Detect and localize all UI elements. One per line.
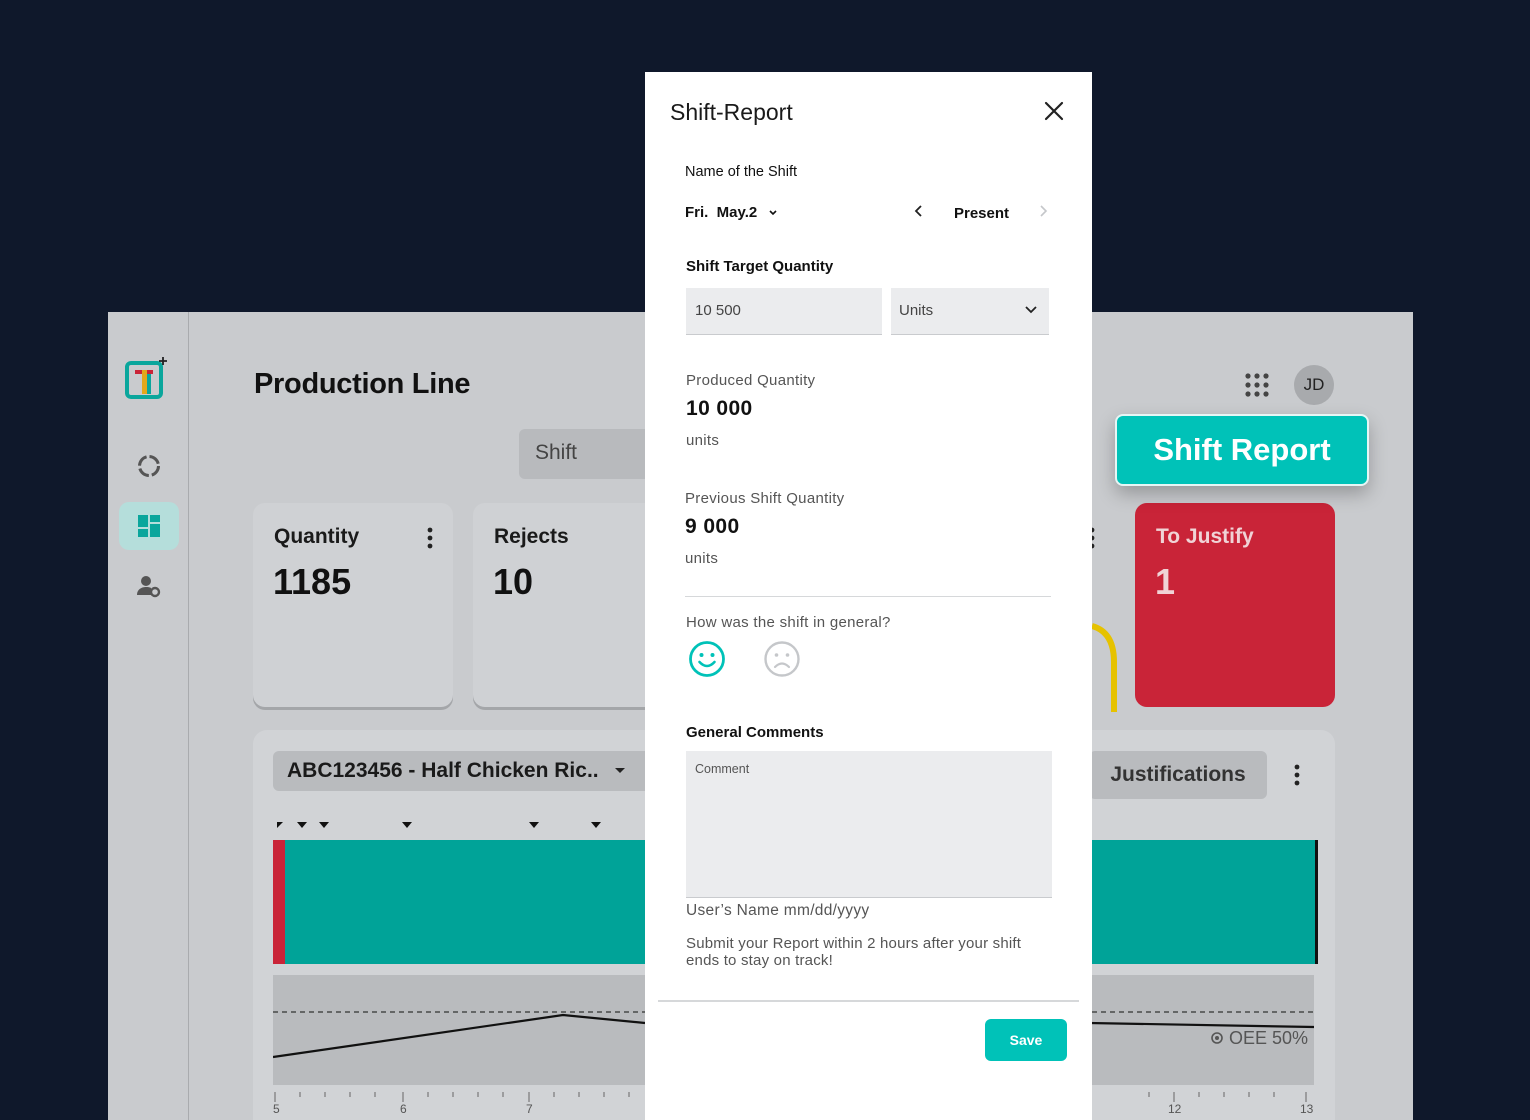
comment-textarea[interactable]: Comment <box>686 751 1052 898</box>
produced-value: 10 000 <box>686 397 753 420</box>
sidebar <box>108 312 189 1120</box>
time-axis-labels: 5 6 7 12 13 <box>273 1092 1314 1120</box>
shift-filter[interactable]: Shift <box>519 429 659 479</box>
chevron-left-icon[interactable] <box>913 203 925 219</box>
more-vert-icon[interactable] <box>425 527 435 549</box>
unit-select[interactable]: Units <box>891 288 1049 335</box>
period-label: Present <box>954 205 1010 222</box>
mood-question: How was the shift in general? <box>686 614 891 631</box>
product-select[interactable]: ABC123456 - Half Chicken Ric.. <box>273 751 653 791</box>
user-settings-icon[interactable] <box>119 562 179 610</box>
page-title: Production Line <box>254 368 471 400</box>
shift-name-label: Name of the Shift <box>685 164 798 180</box>
progress-ring-icon[interactable] <box>119 442 179 490</box>
unit-value: Units <box>899 302 934 319</box>
previous-value: 9 000 <box>685 515 740 538</box>
caret-down-icon <box>615 768 626 774</box>
card-value: 1 <box>1155 561 1176 602</box>
caret-down-icon <box>769 209 777 215</box>
date-value: Fri. May.2 <box>685 204 758 221</box>
time-axis <box>274 1092 1307 1102</box>
tick-label: 5 <box>273 1102 280 1116</box>
more-vert-icon[interactable] <box>1293 764 1301 786</box>
helper-text: Submit your Report within 2 hours after … <box>686 935 1022 969</box>
oee-label: OEE 50% <box>1210 1028 1308 1049</box>
signature-line: User’s Name mm/dd/yyyy <box>686 902 870 919</box>
chevron-right-icon[interactable] <box>1037 203 1049 219</box>
card-value: 1185 <box>273 561 352 602</box>
modal-title: Shift-Report <box>670 99 793 125</box>
close-icon[interactable] <box>1043 100 1065 122</box>
rejects-card[interactable]: Rejects 10 <box>473 503 673 707</box>
date-select[interactable]: Fri. May.2 <box>685 204 777 221</box>
apps-grid-icon[interactable] <box>1244 372 1270 398</box>
save-button[interactable]: Save <box>985 1019 1067 1061</box>
now-marker <box>1315 840 1318 964</box>
card-title: Rejects <box>494 525 569 548</box>
chevron-down-icon <box>1025 306 1037 314</box>
product-select-label: ABC123456 - Half Chicken Ric.. <box>287 759 599 782</box>
card-value: 10 <box>493 561 534 602</box>
dashboard-icon[interactable] <box>119 502 179 550</box>
previous-unit: units <box>685 550 719 567</box>
card-title: Quantity <box>274 525 360 548</box>
shift-report-button[interactable]: Shift Report <box>1115 414 1369 486</box>
tick-label: 7 <box>526 1102 533 1116</box>
shift-report-modal: Shift-Report Name of the Shift Fri. May.… <box>645 72 1092 1120</box>
stop-segment[interactable] <box>273 840 285 964</box>
target-quantity-input[interactable]: 10 500 <box>686 288 882 335</box>
footer-divider <box>658 1000 1079 1002</box>
happy-face-icon[interactable] <box>688 640 726 678</box>
produced-label: Produced Quantity <box>686 372 816 389</box>
target-icon <box>1211 1032 1223 1044</box>
app-logo[interactable] <box>125 356 169 400</box>
gauge-arc <box>1092 623 1117 712</box>
tick-label: 13 <box>1300 1102 1314 1116</box>
card-title: To Justify <box>1156 525 1254 548</box>
produced-unit: units <box>686 432 720 449</box>
justifications-button[interactable]: Justifications <box>1089 751 1267 799</box>
quantity-card[interactable]: Quantity 1185 <box>253 503 453 707</box>
tick-label: 6 <box>400 1102 407 1116</box>
event-markers <box>277 822 601 828</box>
target-label: Shift Target Quantity <box>686 258 834 275</box>
sad-face-icon[interactable] <box>763 640 801 678</box>
comments-label: General Comments <box>686 724 824 741</box>
avatar[interactable]: JD <box>1294 365 1334 405</box>
tick-label: 12 <box>1168 1102 1182 1116</box>
to-justify-card[interactable]: To Justify 1 <box>1135 503 1335 707</box>
oee-value: OEE 50% <box>1228 1028 1308 1048</box>
previous-label: Previous Shift Quantity <box>685 490 845 507</box>
divider <box>685 596 1051 597</box>
